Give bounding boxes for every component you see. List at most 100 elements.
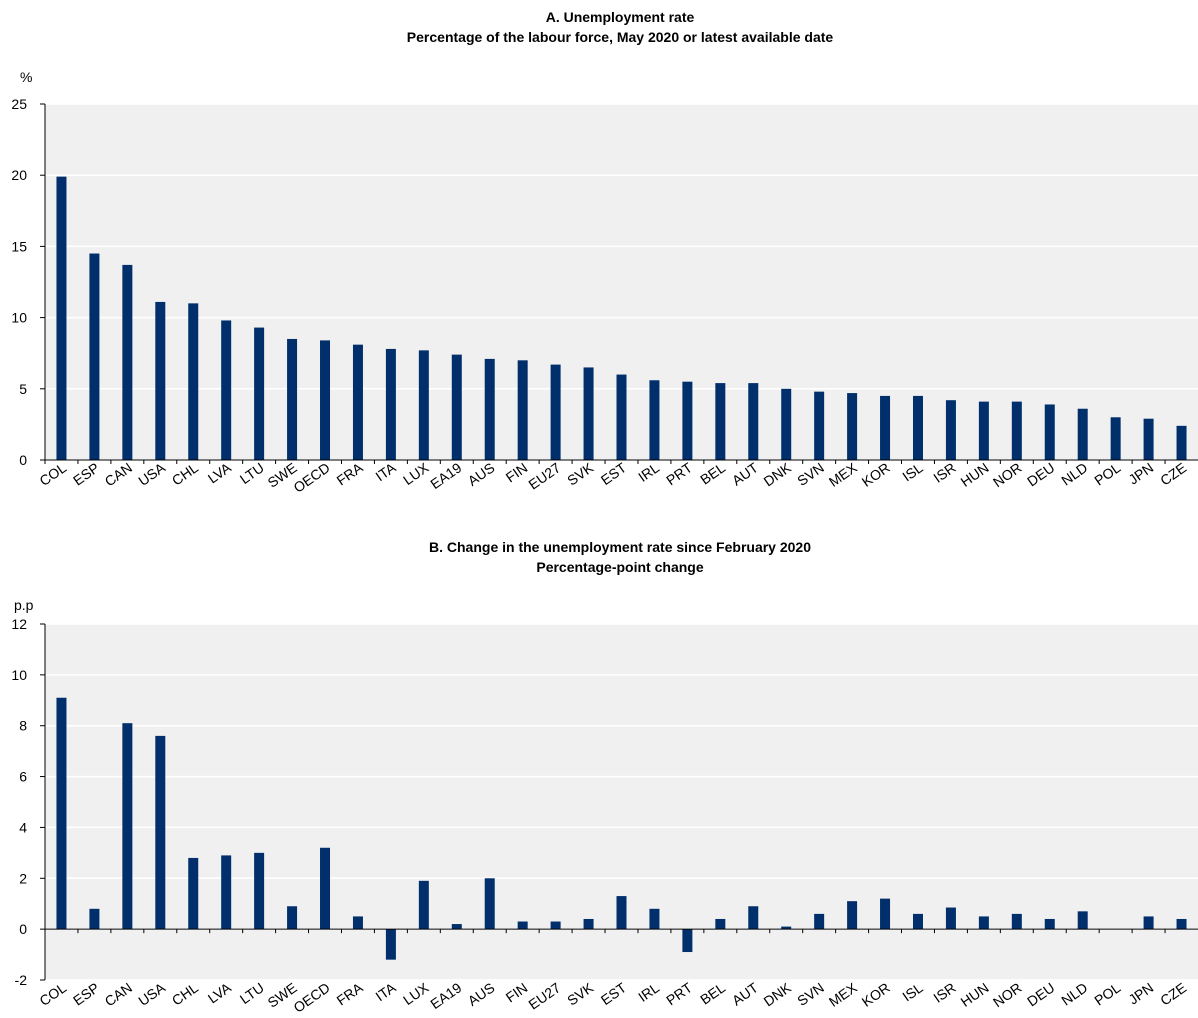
panel-b-bar-fin xyxy=(517,921,528,930)
panel-b-bar-irl xyxy=(649,908,660,930)
panel-a-category-label: SVN xyxy=(794,459,827,489)
panel-a-category-label: NLD xyxy=(1058,459,1090,488)
panel-b-category-label: DNK xyxy=(761,979,795,1009)
panel-a-category-label: AUT xyxy=(729,459,761,488)
panel-a-bar-nor xyxy=(1011,401,1022,460)
panel-b-y-tick-label: 10 xyxy=(11,667,27,683)
panel-a-bar-swe xyxy=(287,338,298,460)
panel-b-bar-kor xyxy=(880,898,891,930)
panel-a-category-label: CZE xyxy=(1157,459,1189,488)
panel-b-bar-nor xyxy=(1011,913,1022,930)
panel-a-bar-aus xyxy=(484,358,495,460)
panel-b-category-label: EA19 xyxy=(427,979,464,1012)
panel-a-bar-jpn xyxy=(1143,418,1154,460)
panel-a-category-label: LUX xyxy=(400,459,432,488)
panel-b-subtitle: Percentage-point change xyxy=(536,559,703,575)
panel-a-category-label: ISL xyxy=(899,459,926,484)
panel-b-bar-lva xyxy=(221,855,232,930)
panel-b-category-label: LVA xyxy=(205,979,235,1006)
panel-a-y-tick-label: 25 xyxy=(11,96,27,112)
panel-b-category-label: AUS xyxy=(465,979,498,1009)
panel-b-y-tick-label: 2 xyxy=(19,870,27,886)
panel-b-bar-usa xyxy=(155,735,166,930)
panel-b: B. Change in the unemployment rate since… xyxy=(11,539,1198,1016)
panel-a-bar-usa xyxy=(155,301,166,460)
panel-b-bar-prt xyxy=(682,929,693,953)
panel-a-category-label: KOR xyxy=(859,459,893,490)
panel-a-category-label: ITA xyxy=(372,459,399,484)
panel-b-category-label: CZE xyxy=(1157,979,1189,1008)
panel-b-category-label: HUN xyxy=(958,979,992,1010)
panel-b-bar-svn xyxy=(814,913,825,930)
panel-a-y-unit: % xyxy=(20,69,32,85)
panel-a-y-tick-label: 5 xyxy=(19,381,27,397)
panel-a-bar-lva xyxy=(221,320,232,460)
panel-b-category-label: PRT xyxy=(663,979,695,1008)
panel-b-y-tick-label: -2 xyxy=(15,972,28,988)
panel-b-bar-ltu xyxy=(254,852,265,930)
panel-b-category-label: SVN xyxy=(794,979,827,1009)
panel-a-category-label: POL xyxy=(1091,459,1123,488)
panel-a-category-label: EU27 xyxy=(525,459,563,492)
panel-a-bar-svn xyxy=(814,391,825,460)
panel-b-bar-col xyxy=(56,697,67,930)
panel-a-category-label: EA19 xyxy=(427,459,464,492)
panel-a-category-label: OECD xyxy=(290,459,332,495)
panel-a-bar-est xyxy=(616,374,627,460)
panel-b-bar-aus xyxy=(484,878,495,930)
panel-a-bar-fra xyxy=(352,344,363,460)
panel-a-bar-isr xyxy=(945,400,956,460)
panel-a-bar-mex xyxy=(847,393,858,460)
panel-b-bar-est xyxy=(616,896,627,930)
panel-b-bar-isl xyxy=(912,913,923,930)
panel-a-category-label: DNK xyxy=(761,459,795,489)
panel-a-bar-isl xyxy=(912,395,923,460)
panel-b-category-label: ISR xyxy=(930,979,958,1005)
panel-b-y-tick-label: 0 xyxy=(19,921,27,937)
panel-a-bar-ea19 xyxy=(451,354,462,460)
panel-a-category-label: IRL xyxy=(635,459,662,485)
panel-b-bar-cze xyxy=(1176,918,1187,930)
panel-a-bar-chl xyxy=(188,303,199,460)
panel-b-category-label: MEX xyxy=(826,979,861,1010)
panel-a-category-label: HUN xyxy=(958,459,992,490)
panel-b-category-label: LTU xyxy=(237,979,267,1007)
panel-a-category-label: FRA xyxy=(334,459,367,489)
panel-b-bar-chl xyxy=(188,857,199,930)
panel-a-category-label: COL xyxy=(36,459,69,489)
panel-b-category-label: AUT xyxy=(729,979,761,1008)
panel-b-bar-swe xyxy=(287,906,298,930)
panel-a-bar-prt xyxy=(682,381,693,460)
panel-b-bar-bel xyxy=(715,918,726,930)
panel-a-bar-hun xyxy=(978,401,989,460)
panel-a-bar-kor xyxy=(880,395,891,460)
panel-a-category-label: LVA xyxy=(205,459,235,486)
panel-b-bar-mex xyxy=(847,901,858,930)
panel-a-bar-dnk xyxy=(781,388,792,460)
panel-b-category-label: IRL xyxy=(635,979,662,1005)
panel-b-y-tick-label: 6 xyxy=(19,769,27,785)
panel-a-category-label: DEU xyxy=(1024,459,1057,489)
panel-b-bar-oecd xyxy=(320,847,331,930)
panel-b-bar-deu xyxy=(1044,918,1055,930)
panel-b-bar-isr xyxy=(945,907,956,930)
panel-a-category-label: NOR xyxy=(990,459,1025,490)
panel-a-category-label: MEX xyxy=(826,459,861,490)
panel-a-bar-fin xyxy=(517,360,528,460)
panel-b-category-label: EU27 xyxy=(525,979,563,1012)
panel-a-subtitle: Percentage of the labour force, May 2020… xyxy=(407,29,834,45)
panel-a-category-label: EST xyxy=(598,459,630,488)
panel-b-category-label: NOR xyxy=(990,979,1025,1010)
panel-b-bar-fra xyxy=(352,916,363,930)
panel-a-bar-irl xyxy=(649,380,660,460)
panel-b-bar-nld xyxy=(1077,911,1088,930)
panel-a-bar-pol xyxy=(1110,417,1121,460)
panel-b-bar-hun xyxy=(978,916,989,930)
panel-b-bar-can xyxy=(122,723,133,930)
panel-a-category-label: USA xyxy=(135,459,168,489)
panel-b-category-label: SVK xyxy=(564,979,597,1009)
panel-b-category-label: FRA xyxy=(334,979,367,1009)
panel-b-category-label: POL xyxy=(1091,979,1123,1008)
